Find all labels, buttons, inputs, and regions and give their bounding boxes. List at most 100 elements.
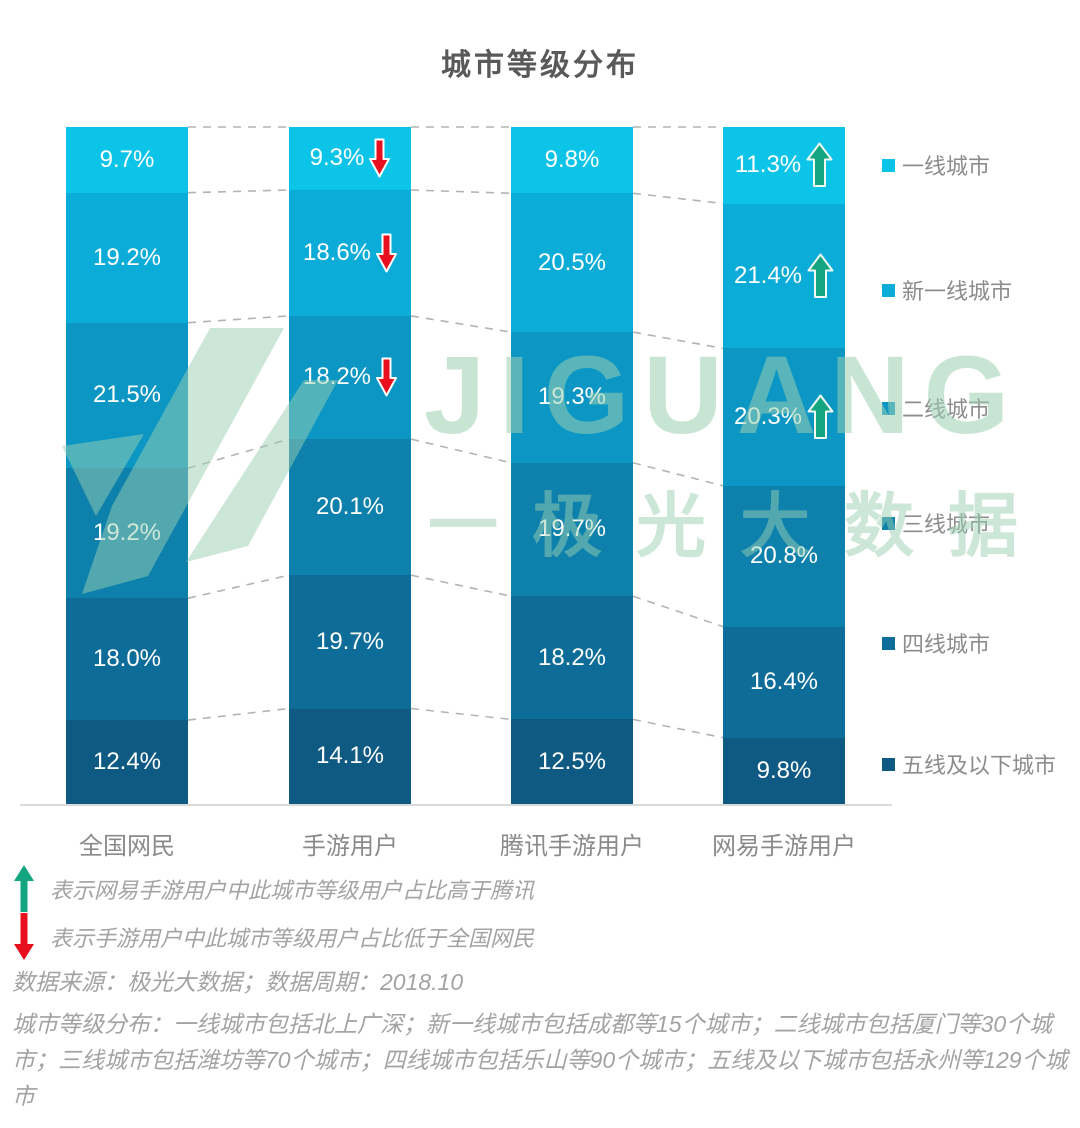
bar-segment: 18.2% (289, 315, 411, 440)
increase-arrow-icon (806, 142, 833, 188)
segment-value-text: 16.4% (749, 668, 819, 696)
decrease-arrow-icon (369, 138, 391, 178)
segment-value-label: 16.4% (750, 668, 818, 696)
note-down: 表示手游用户中此城市等级用户占比低于全国网民 (14, 913, 534, 960)
bar-segment: 20.3% (723, 348, 845, 486)
bar-segment: 16.4% (723, 626, 845, 738)
segment-value-label: 9.3% (310, 138, 391, 178)
legend-swatch (882, 516, 895, 530)
legend-label: 五线及以下城市 (902, 753, 1057, 778)
bar-segment: 12.5% (511, 719, 633, 804)
segment-value-label: 18.0% (93, 645, 161, 673)
legend-label: 新一线城市 (902, 279, 1013, 304)
increase-arrow-icon (807, 394, 834, 440)
segment-value-label: 19.2% (93, 519, 161, 547)
x-axis-line (20, 804, 892, 806)
stacked-bar: 9.7% 19.2% 21.5% 19.2% 18.0% 12.4% (66, 127, 188, 804)
segment-value-label: 19.2% (93, 244, 161, 272)
legend-swatch (882, 283, 895, 297)
segment-value-text: 20.8% (749, 542, 819, 570)
legend-swatch (882, 158, 895, 172)
increase-arrow-icon (807, 253, 834, 298)
legend-label: 二线城市 (902, 397, 991, 422)
decrease-arrow-icon (376, 233, 398, 273)
data-source-text: 数据来源：极光大数据；数据周期：2018.10 (12, 969, 464, 995)
segment-value-label: 19.7% (316, 628, 384, 656)
segment-value-text: 12.5% (537, 747, 607, 775)
chart-title: 城市等级分布 (441, 49, 639, 82)
segment-value-text: 19.7% (315, 627, 385, 655)
segment-value-label: 20.8% (750, 542, 818, 570)
segment-value-text: 20.5% (537, 248, 607, 276)
note-down-text: 表示手游用户中此城市等级用户占比低于全国网民 (50, 925, 535, 951)
stacked-bar: 11.3% 21.4% 20.3% 20.8% 16.4% 9.8% (723, 127, 845, 804)
segment-value-label: 11.3% (735, 142, 833, 188)
bar-segment: 18.6% (289, 189, 411, 316)
segment-value-label: 21.4% (734, 253, 834, 299)
legend-item: 新一线城市 (882, 274, 1012, 306)
segment-value-text: 19.2% (92, 519, 162, 547)
segment-value-label: 9.8% (757, 757, 812, 785)
segment-value-text: 9.8% (756, 756, 812, 784)
segment-value-label: 21.5% (93, 381, 161, 409)
segment-value-text: 18.2% (302, 363, 372, 391)
bar-segment: 19.2% (66, 468, 188, 599)
bar-segment: 9.8% (723, 737, 845, 804)
segment-value-text: 21.4% (733, 261, 803, 289)
legend-label: 四线城市 (902, 632, 991, 657)
bar-segment: 18.2% (511, 596, 633, 720)
bar-segment: 19.7% (289, 575, 411, 709)
note-up: 表示网易手游用户中此城市等级用户占比高于腾讯 (14, 865, 534, 912)
segment-value-text: 11.3% (734, 151, 802, 179)
segment-value-text: 19.7% (537, 515, 607, 543)
segment-value-label: 18.6% (302, 233, 398, 273)
segment-value-label: 19.3% (538, 383, 606, 411)
bar-segment: 9.7% (66, 127, 188, 193)
bar-segment: 20.1% (289, 439, 411, 576)
segment-value-text: 20.1% (315, 493, 385, 521)
segment-value-text: 18.0% (92, 645, 162, 673)
bar-segment: 19.7% (511, 462, 633, 597)
note-up-text: 表示网易手游用户中此城市等级用户占比高于腾讯 (50, 877, 535, 903)
segment-value-text: 19.2% (92, 243, 162, 271)
legend-label: 一线城市 (902, 154, 991, 179)
legend-item: 四线城市 (882, 627, 990, 659)
legend-item: 五线及以下城市 (882, 748, 1056, 780)
decrease-arrow-icon (376, 357, 398, 397)
segment-value-label: 20.5% (538, 249, 606, 277)
bar-segment: 9.8% (511, 127, 633, 194)
segment-value-text: 18.6% (302, 238, 372, 266)
segment-value-label: 20.1% (316, 493, 384, 521)
x-axis-label: 手游用户 (302, 833, 398, 860)
bar-segment: 14.1% (289, 708, 411, 804)
segment-value-label: 12.4% (93, 748, 161, 776)
segment-value-text: 20.3% (733, 403, 803, 431)
segment-value-label: 12.5% (538, 748, 606, 776)
bar-segment: 20.8% (723, 485, 845, 627)
segment-value-text: 21.5% (92, 381, 162, 409)
segment-value-text: 14.1% (315, 742, 385, 770)
segment-value-label: 19.7% (538, 515, 606, 543)
segment-value-label: 14.1% (316, 742, 384, 770)
segment-value-text: 19.3% (537, 383, 607, 411)
legend-item: 二线城市 (882, 392, 990, 424)
legend-item: 一线城市 (882, 149, 990, 181)
legend-item: 三线城市 (882, 507, 990, 539)
bar-segment: 9.3% (289, 127, 411, 190)
x-axis-label: 腾讯手游用户 (500, 833, 644, 860)
segment-value-text: 12.4% (92, 747, 162, 775)
bar-segment: 19.3% (511, 332, 633, 463)
segment-value-label: 20.3% (734, 394, 834, 440)
down-arrow-icon (14, 913, 34, 960)
stacked-bar: 9.3% 18.6% 18.2% 20.1% 19.7% 14.1% (289, 127, 411, 804)
legend-swatch (882, 757, 895, 771)
segment-value-label: 9.7% (100, 146, 155, 174)
segment-value-text: 18.2% (537, 643, 607, 671)
bar-segment: 21.5% (66, 322, 188, 469)
bar-segment: 20.5% (511, 193, 633, 333)
legend-swatch (882, 636, 895, 650)
segment-value-label: 18.2% (302, 357, 398, 397)
segment-value-text: 9.8% (544, 146, 600, 174)
bar-segment: 19.2% (66, 192, 188, 323)
